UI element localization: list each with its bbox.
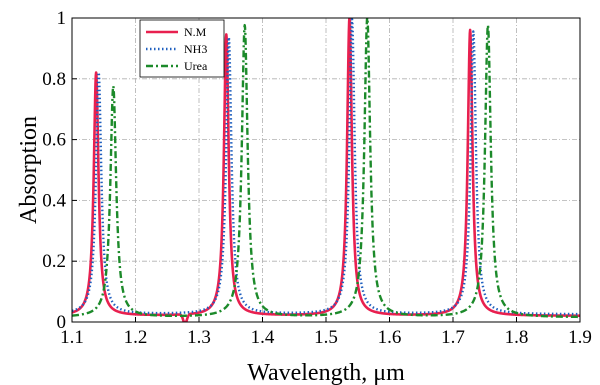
legend-label: NH3 bbox=[184, 42, 207, 56]
legend: N.M NH3 Urea bbox=[139, 19, 225, 78]
x-axis-ticks: 1.1 1.2 1.3 1.4 1.5 1.6 1.7 1.8 1.9 bbox=[60, 317, 592, 348]
x-tick-label: 1.6 bbox=[378, 327, 402, 348]
y-tick-label: 0.6 bbox=[42, 130, 66, 151]
x-tick-label: 1.4 bbox=[251, 327, 275, 348]
y-tick-label: 0 bbox=[57, 312, 67, 333]
legend-label: Urea bbox=[184, 59, 208, 73]
y-tick-label: 1 bbox=[57, 8, 67, 29]
y-tick-label: 0.4 bbox=[42, 190, 66, 211]
x-tick-label: 1.5 bbox=[314, 327, 338, 348]
y-axis-ticks: 0 0.2 0.4 0.6 0.8 1 bbox=[42, 8, 77, 333]
x-axis-label: Wavelength, μm bbox=[247, 360, 405, 385]
series-layer bbox=[72, 18, 580, 322]
y-axis-label: Absorption bbox=[16, 116, 42, 224]
x-tick-label: 1.7 bbox=[441, 327, 465, 348]
legend-box bbox=[139, 19, 225, 78]
x-tick-label: 1.8 bbox=[505, 327, 529, 348]
x-tick-label: 1.9 bbox=[568, 327, 592, 348]
x-tick-label: 1.3 bbox=[187, 327, 211, 348]
series-line-nh3 bbox=[72, 18, 580, 316]
grid bbox=[72, 18, 580, 322]
legend-label: N.M bbox=[184, 25, 207, 39]
y-tick-label: 0.2 bbox=[42, 251, 66, 272]
y-tick-label: 0.8 bbox=[42, 69, 66, 90]
series-line-urea bbox=[72, 18, 580, 319]
x-tick-label: 1.2 bbox=[124, 327, 148, 348]
x-tick-label: 1.1 bbox=[60, 327, 84, 348]
